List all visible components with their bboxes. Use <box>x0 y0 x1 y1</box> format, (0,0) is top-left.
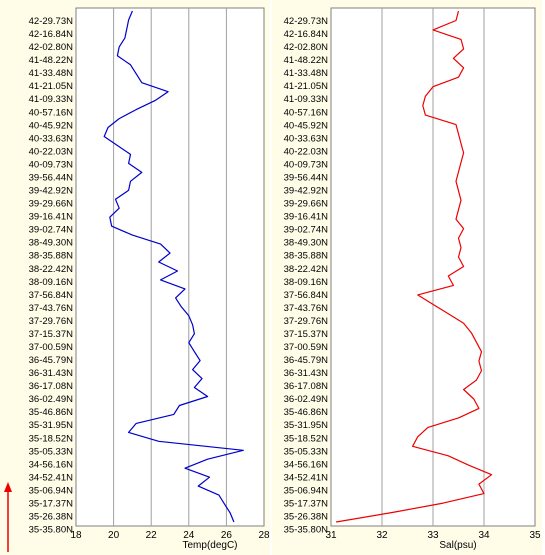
temperature-y-tick-label: 35-31.95N <box>29 420 74 431</box>
salinity-y-tick-label: 39-56.44N <box>284 172 329 183</box>
temperature-y-tick-label: 42-02.80N <box>29 42 74 53</box>
salinity-y-tick-label: 41-09.33N <box>284 94 329 105</box>
temperature-y-tick-label: 36-45.79N <box>29 355 74 366</box>
temperature-y-tick-label: 35-17.37N <box>29 498 74 509</box>
salinity-y-tick-label: 42-16.84N <box>284 29 329 40</box>
salinity-y-tick-label: 40-57.16N <box>284 107 329 118</box>
temperature-series-line <box>103 10 244 523</box>
salinity-y-tick-label: 40-09.73N <box>284 159 329 170</box>
salinity-y-tick-label: 37-29.76N <box>284 316 329 327</box>
salinity-y-tick-label: 36-31.43N <box>284 368 329 379</box>
temperature-y-tick-label: 36-02.49N <box>29 394 74 405</box>
salinity-y-tick-label: 34-56.16N <box>284 459 329 470</box>
salinity-y-tick-label: 42-29.73N <box>284 16 329 27</box>
temperature-y-tick-label: 37-56.84N <box>29 290 74 301</box>
salinity-y-tick-label: 36-02.49N <box>284 394 329 405</box>
temperature-y-tick-label: 39-29.66N <box>29 199 74 210</box>
salinity-y-tick-label: 35-26.38N <box>284 512 329 523</box>
temperature-y-tick-label: 36-17.08N <box>29 381 74 392</box>
salinity-x-axis-title: Sal(psu) <box>439 540 476 551</box>
temperature-y-tick-label: 37-29.76N <box>29 316 74 327</box>
salinity-y-tick-label: 35-06.94N <box>284 485 329 496</box>
temperature-y-tick-label: 37-43.76N <box>29 303 74 314</box>
temperature-y-tick-label: 35-18.52N <box>29 433 74 444</box>
temperature-x-axis-title: Temp(degC) <box>182 540 237 551</box>
temperature-y-tick-label: 39-16.41N <box>29 212 74 223</box>
salinity-y-tick-label: 35-35.80N <box>284 525 329 536</box>
salinity-y-tick-label: 41-21.05N <box>284 81 329 92</box>
temperature-y-tick-label: 40-22.03N <box>29 146 74 157</box>
salinity-y-tick-label: 42-02.80N <box>284 42 329 53</box>
temperature-x-tick-label: 28 <box>258 530 270 541</box>
temperature-x-tick-label: 20 <box>108 530 120 541</box>
salinity-y-tick-label: 41-33.48N <box>284 68 329 79</box>
salinity-y-tick-label: 36-45.79N <box>284 355 329 366</box>
salinity-y-tick-label: 41-48.22N <box>284 55 329 66</box>
salinity-y-tick-label: 40-33.63N <box>284 133 329 144</box>
salinity-y-tick-label: 35-31.95N <box>284 420 329 431</box>
temperature-y-tick-label: 41-48.22N <box>29 55 74 66</box>
salinity-x-tick-label: 31 <box>325 530 337 541</box>
salinity-y-tick-label: 39-29.66N <box>284 199 329 210</box>
salinity-y-tick-label: 40-45.92N <box>284 120 329 131</box>
temperature-y-tick-label: 42-29.73N <box>29 16 74 27</box>
salinity-y-tick-label: 34-52.41N <box>284 472 329 483</box>
salinity-y-tick-label: 37-00.59N <box>284 342 329 353</box>
temperature-x-tick-label: 26 <box>221 530 233 541</box>
temperature-y-tick-label: 40-45.92N <box>29 120 74 131</box>
temperature-y-tick-label: 38-22.42N <box>29 264 74 275</box>
temperature-y-tick-label: 35-06.94N <box>29 485 74 496</box>
salinity-y-tick-label: 37-43.76N <box>284 303 329 314</box>
temperature-y-tick-label: 34-52.41N <box>29 472 74 483</box>
salinity-x-tick-label: 35 <box>529 530 541 541</box>
temperature-y-tick-label: 35-46.86N <box>29 407 74 418</box>
salinity-x-tick-label: 34 <box>478 530 490 541</box>
temperature-y-tick-label: 41-33.48N <box>29 68 74 79</box>
temperature-y-tick-label: 40-57.16N <box>29 107 74 118</box>
salinity-y-tick-label: 38-09.16N <box>284 277 329 288</box>
salinity-y-tick-label: 39-42.92N <box>284 186 329 197</box>
salinity-y-tick-label: 39-02.74N <box>284 225 329 236</box>
temperature-y-tick-label: 42-16.84N <box>29 29 74 40</box>
salinity-y-tick-label: 35-46.86N <box>284 407 329 418</box>
temperature-y-tick-label: 34-56.16N <box>29 459 74 470</box>
temperature-y-tick-label: 38-49.30N <box>29 238 74 249</box>
temperature-y-tick-label: 38-35.88N <box>29 251 74 262</box>
salinity-y-tick-label: 38-49.30N <box>284 238 329 249</box>
salinity-x-tick-label: 33 <box>427 530 439 541</box>
temperature-y-tick-label: 40-09.73N <box>29 159 74 170</box>
salinity-y-tick-label: 38-22.42N <box>284 264 329 275</box>
salinity-y-tick-label: 35-18.52N <box>284 433 329 444</box>
temperature-y-tick-label: 38-09.16N <box>29 277 74 288</box>
salinity-y-tick-label: 35-05.33N <box>284 446 329 457</box>
direction-arrow-head <box>4 482 12 492</box>
salinity-y-tick-label: 36-17.08N <box>284 381 329 392</box>
temperature-y-tick-label: 41-09.33N <box>29 94 74 105</box>
temperature-y-tick-label: 35-26.38N <box>29 512 74 523</box>
temperature-y-tick-label: 39-56.44N <box>29 172 74 183</box>
temperature-y-tick-label: 36-31.43N <box>29 368 74 379</box>
temperature-x-tick-label: 22 <box>146 530 158 541</box>
temperature-y-tick-label: 40-33.63N <box>29 133 74 144</box>
temperature-y-tick-label: 39-42.92N <box>29 186 74 197</box>
temperature-y-tick-label: 35-35.80N <box>29 525 74 536</box>
temperature-y-tick-label: 39-02.74N <box>29 225 74 236</box>
temperature-y-tick-label: 37-15.37N <box>29 329 74 340</box>
temperature-x-tick-label: 24 <box>183 530 195 541</box>
salinity-y-tick-label: 38-35.88N <box>284 251 329 262</box>
salinity-x-tick-label: 32 <box>376 530 388 541</box>
temperature-x-tick-label: 18 <box>70 530 82 541</box>
salinity-y-tick-label: 40-22.03N <box>284 146 329 157</box>
salinity-y-tick-label: 37-15.37N <box>284 329 329 340</box>
temperature-y-tick-label: 41-21.05N <box>29 81 74 92</box>
salinity-series-line <box>335 10 493 523</box>
temperature-y-tick-label: 35-05.33N <box>29 446 74 457</box>
salinity-y-tick-label: 37-56.84N <box>284 290 329 301</box>
temperature-y-tick-label: 37-00.59N <box>29 342 74 353</box>
salinity-y-tick-label: 39-16.41N <box>284 212 329 223</box>
salinity-y-tick-label: 35-17.37N <box>284 498 329 509</box>
